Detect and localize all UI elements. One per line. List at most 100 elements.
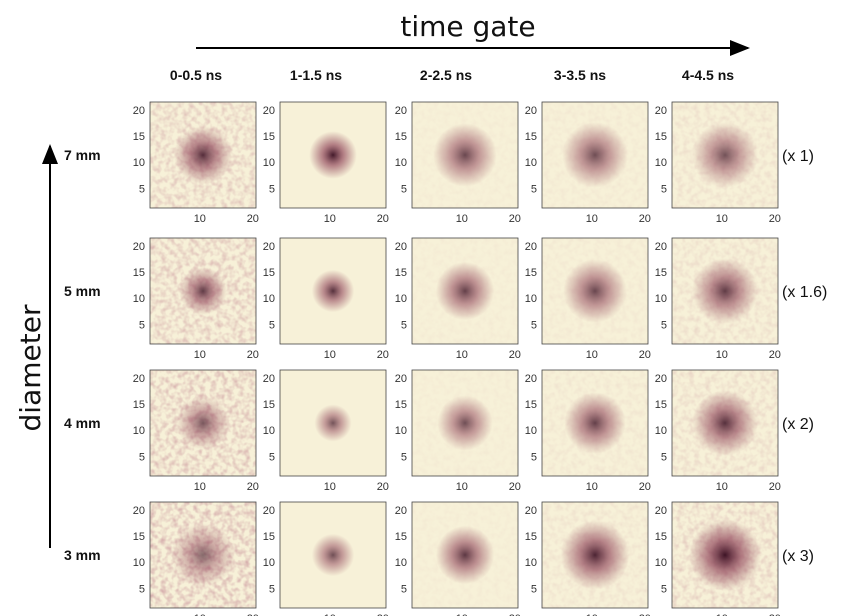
y-tick-label: 5: [139, 451, 145, 463]
x-tick-label: 10: [324, 613, 336, 616]
y-tick-label: 15: [263, 531, 275, 543]
x-tick-label: 10: [586, 349, 598, 361]
x-tick-label: 20: [247, 213, 259, 225]
y-tick-label: 5: [139, 183, 145, 195]
y-tick-label: 5: [531, 451, 537, 463]
y-tick-label: 20: [525, 241, 537, 253]
intensity-spot: [280, 102, 386, 208]
panel-grid: 20 15 10 5 10 20 20 15 10 5 10 20 20 15 10 5 10 20 20 15 10 5…: [133, 101, 781, 616]
intensity-spot: [672, 102, 778, 208]
heatmap-panel: 20 15 10 5 10 20: [525, 369, 651, 493]
x-tick-label: 20: [639, 481, 651, 493]
y-tick-label: 10: [133, 557, 145, 569]
y-tick-label: 15: [133, 399, 145, 411]
y-tick-label: 20: [263, 373, 275, 385]
row-label: 5 mm: [64, 283, 101, 299]
row-label: 4 mm: [64, 415, 101, 431]
scale-factor-label: (x 2): [782, 416, 814, 433]
y-tick-label: 10: [525, 157, 537, 169]
x-tick-label: 10: [194, 481, 206, 493]
y-tick-label: 20: [263, 241, 275, 253]
y-tick-label: 15: [395, 131, 407, 143]
y-tick-label: 10: [263, 557, 275, 569]
y-tick-label: 10: [133, 425, 145, 437]
x-tick-label: 10: [456, 613, 468, 616]
panel-frame: [279, 501, 387, 609]
y-tick-label: 10: [655, 425, 667, 437]
heatmap-panel: 20 15 10 5 10 20: [525, 501, 651, 616]
y-tick-label: 20: [395, 105, 407, 117]
intensity-spot: [280, 238, 386, 344]
x-tick-label: 10: [586, 481, 598, 493]
x-tick-label: 20: [509, 349, 521, 361]
x-tick-label: 20: [247, 613, 259, 616]
panel-frame: [671, 237, 779, 345]
y-tick-label: 15: [133, 531, 145, 543]
x-tick-label: 20: [769, 349, 781, 361]
x-tick-label: 10: [456, 481, 468, 493]
y-tick-label: 20: [395, 373, 407, 385]
time-gate-title: time gate: [400, 10, 535, 43]
heatmap-panel: 20 15 10 5 10 20: [655, 501, 781, 616]
x-tick-label: 20: [377, 481, 389, 493]
y-tick-label: 20: [655, 505, 667, 517]
intensity-spot: [150, 102, 256, 208]
panel-frame: [279, 101, 387, 209]
heatmap-panel: 20 15 10 5 10 20: [395, 237, 521, 361]
y-tick-label: 10: [525, 293, 537, 305]
x-tick-label: 20: [377, 613, 389, 616]
heatmap-panel: 20 15 10 5 10 20: [133, 501, 259, 616]
column-label: 1-1.5 ns: [290, 67, 342, 83]
y-tick-label: 5: [269, 451, 275, 463]
panel-frame: [541, 501, 649, 609]
y-tick-label: 10: [263, 293, 275, 305]
y-tick-label: 10: [395, 293, 407, 305]
y-tick-label: 20: [655, 105, 667, 117]
x-tick-label: 10: [456, 213, 468, 225]
scale-factor-label: (x 3): [782, 548, 814, 565]
y-tick-label: 20: [263, 505, 275, 517]
y-tick-label: 20: [395, 505, 407, 517]
x-tick-label: 20: [639, 213, 651, 225]
y-tick-label: 20: [133, 373, 145, 385]
intensity-spot: [542, 102, 648, 208]
y-tick-label: 10: [655, 293, 667, 305]
y-tick-label: 10: [655, 157, 667, 169]
y-tick-label: 15: [395, 399, 407, 411]
x-tick-label: 20: [509, 613, 521, 616]
y-tick-label: 5: [661, 319, 667, 331]
y-tick-label: 5: [661, 583, 667, 595]
intensity-spot: [412, 502, 518, 608]
y-tick-label: 20: [655, 373, 667, 385]
heatmap-panel: 20 15 10 5 10 20: [525, 237, 651, 361]
column-label: 2-2.5 ns: [420, 67, 472, 83]
panel-frame: [541, 101, 649, 209]
panel-frame: [411, 501, 519, 609]
heatmap-panel: 20 15 10 5 10 20: [263, 101, 389, 225]
intensity-spot: [412, 102, 518, 208]
x-tick-label: 10: [716, 481, 728, 493]
intensity-spot: [672, 502, 778, 608]
y-tick-label: 5: [531, 183, 537, 195]
heatmap-panel: 20 15 10 5 10 20: [263, 237, 389, 361]
intensity-spot: [150, 238, 256, 344]
scale-labels: (x 1) (x 1.6) (x 2) (x 3): [782, 148, 827, 565]
y-tick-label: 20: [133, 105, 145, 117]
panel-frame: [149, 101, 257, 209]
y-tick-label: 15: [655, 399, 667, 411]
panel-frame: [149, 501, 257, 609]
y-tick-label: 20: [655, 241, 667, 253]
intensity-spot: [542, 502, 648, 608]
row-labels: 7 mm 5 mm 4 mm 3 mm: [64, 147, 101, 563]
x-tick-label: 10: [324, 349, 336, 361]
y-tick-label: 10: [133, 293, 145, 305]
y-tick-label: 5: [139, 583, 145, 595]
x-tick-label: 20: [639, 349, 651, 361]
x-tick-label: 10: [194, 213, 206, 225]
y-tick-label: 10: [525, 425, 537, 437]
intensity-spot: [280, 370, 386, 476]
y-tick-label: 20: [525, 105, 537, 117]
y-tick-label: 10: [133, 157, 145, 169]
y-tick-label: 15: [655, 531, 667, 543]
x-tick-label: 10: [456, 349, 468, 361]
